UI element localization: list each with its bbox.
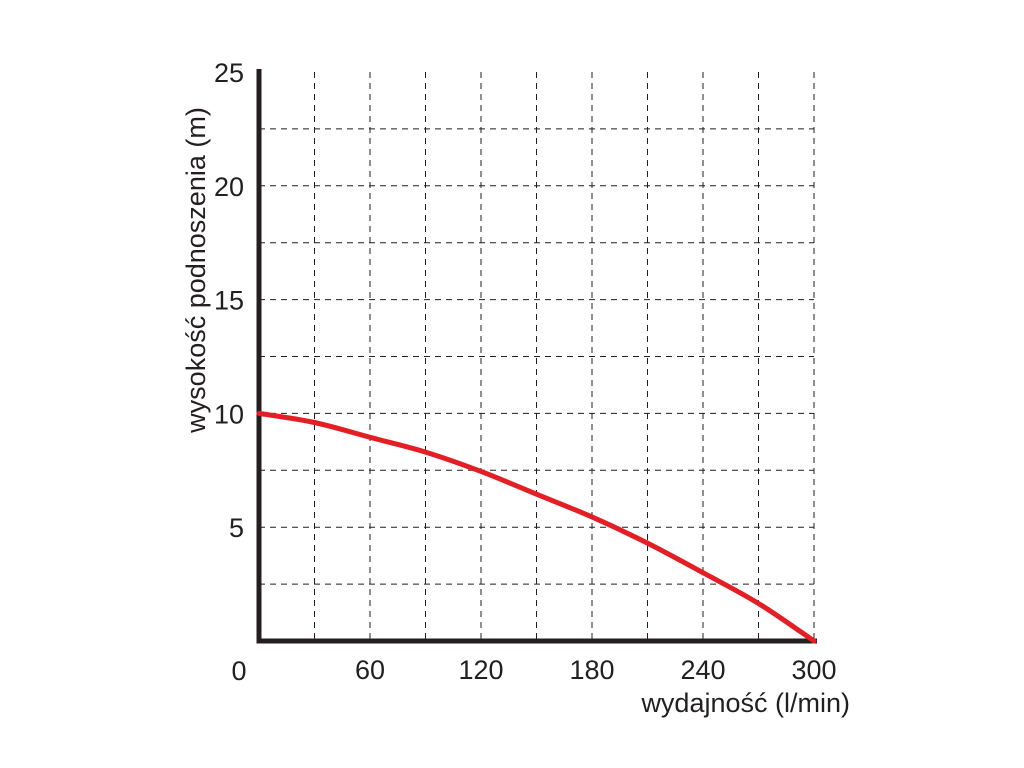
- axes: [256, 69, 817, 644]
- tick-labels: 5 10 15 20 25 60 120 180 240 300: [214, 58, 837, 685]
- y-tick-label: 20: [214, 172, 244, 202]
- series-line: [256, 410, 817, 644]
- x-tick-label: 60: [355, 655, 385, 685]
- y-tick-label: 25: [214, 58, 244, 88]
- series-layer: [256, 410, 817, 644]
- y-tick-label: 5: [229, 513, 244, 543]
- x-tick-label: 300: [791, 655, 836, 685]
- x-axis-label: wydajność (l/min): [640, 688, 850, 718]
- y-axis-label: wysokość podnoszenia (m): [181, 107, 211, 434]
- x-tick-label: 180: [569, 655, 614, 685]
- grid: [259, 72, 815, 641]
- y-tick-label: 10: [214, 399, 244, 429]
- origin-tick-label: 0: [231, 656, 246, 686]
- x-tick-label: 240: [680, 655, 725, 685]
- y-tick-label: 15: [214, 286, 244, 316]
- x-tick-label: 120: [458, 655, 503, 685]
